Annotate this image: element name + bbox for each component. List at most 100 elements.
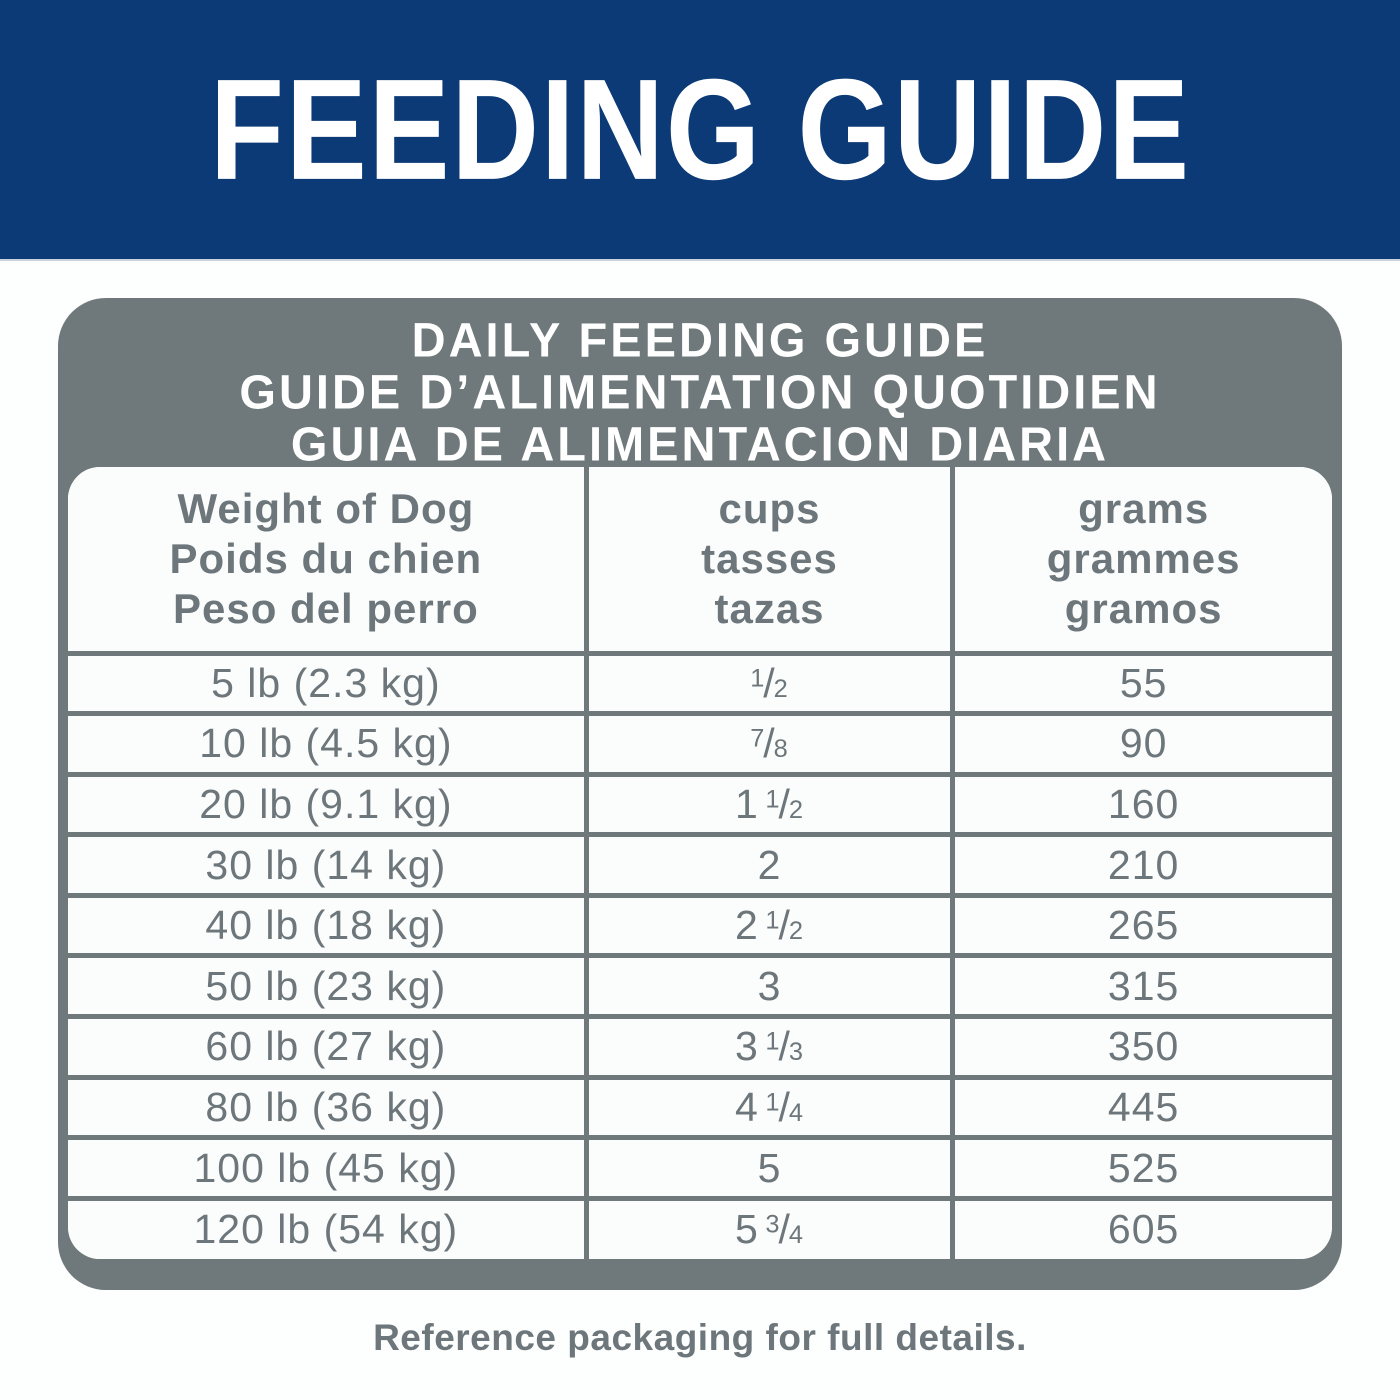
cups-fraction: 1/3 xyxy=(765,1023,804,1069)
cups-cell: 2 1/2 xyxy=(583,892,956,959)
feeding-guide-page: FEEDING GUIDE DAILY FEEDING GUIDE GUIDE … xyxy=(0,0,1400,1359)
fraction-numerator: 3 xyxy=(765,1210,781,1239)
column-header-weight: Weight of Dog Poids du chien Peso del pe… xyxy=(68,467,589,656)
weight-cell: 30 lb (14 kg) xyxy=(68,832,589,898)
feeding-table: Weight of Dog Poids du chien Peso del pe… xyxy=(68,467,1332,1259)
table-row: 20 lb (9.1 kg) 1 1/2 160 xyxy=(68,771,1332,838)
fraction-denominator: 8 xyxy=(773,735,789,764)
fraction-slash: / xyxy=(778,1023,791,1070)
weight-cell: 5 lb (2.3 kg) xyxy=(68,650,589,717)
weight-cell: 40 lb (18 kg) xyxy=(68,892,589,959)
grams-cell: 90 xyxy=(950,711,1332,777)
fraction-denominator: 2 xyxy=(788,795,804,824)
fraction-numerator: 1 xyxy=(750,664,766,693)
cups-whole-number: 4 xyxy=(735,1083,759,1130)
header-row: Weight of Dog Poids du chien Peso del pe… xyxy=(68,467,1332,656)
column-header-cups-fr: tasses xyxy=(701,534,838,582)
column-header-cups-en: cups xyxy=(718,484,821,532)
daily-feeding-guide-panel: DAILY FEEDING GUIDE GUIDE D’ALIMENTATION… xyxy=(58,298,1342,1290)
column-header-grams-fr: grammes xyxy=(1046,534,1241,582)
cups-fraction: 3/4 xyxy=(765,1206,804,1252)
table-row: 40 lb (18 kg) 2 1/2 265 xyxy=(68,892,1332,959)
table-row: 10 lb (4.5 kg) 7/8 90 xyxy=(68,711,1332,777)
cups-whole-number: 5 xyxy=(735,1206,759,1253)
fraction-denominator: 3 xyxy=(788,1038,804,1067)
cups-whole-number: 2 xyxy=(735,902,759,949)
column-header-grams-en: grams xyxy=(1078,484,1210,532)
weight-cell: 20 lb (9.1 kg) xyxy=(68,771,589,838)
grams-cell: 55 xyxy=(950,650,1332,717)
fraction-slash: / xyxy=(763,720,776,767)
fraction-slash: / xyxy=(763,659,776,706)
fraction-numerator: 1 xyxy=(765,785,781,814)
cups-cell: 4 1/4 xyxy=(583,1074,956,1141)
panel-title: DAILY FEEDING GUIDE GUIDE D’ALIMENTATION… xyxy=(58,298,1342,471)
table-row: 100 lb (45 kg) 5 525 xyxy=(68,1135,1332,1201)
grams-cell: 210 xyxy=(950,832,1332,898)
cups-whole-number: 1 xyxy=(735,780,759,827)
page-title: FEEDING GUIDE xyxy=(209,49,1191,210)
fraction-numerator: 7 xyxy=(750,724,766,753)
cups-fraction: 1/2 xyxy=(750,660,789,706)
fraction-numerator: 1 xyxy=(765,906,781,935)
weight-cell: 100 lb (45 kg) xyxy=(68,1135,589,1201)
cups-fraction: 7/8 xyxy=(750,720,789,766)
table-row: 120 lb (54 kg) 5 3/4 605 xyxy=(68,1195,1332,1259)
table-row: 60 lb (27 kg) 3 1/3 350 xyxy=(68,1014,1332,1080)
table-row: 30 lb (14 kg) 2 210 xyxy=(68,832,1332,898)
cups-whole-number: 3 xyxy=(757,962,782,1009)
cups-whole-number: 5 xyxy=(757,1144,782,1191)
grams-cell: 605 xyxy=(950,1195,1332,1259)
footer-note: Reference packaging for full details. xyxy=(373,1317,1027,1358)
grams-cell: 265 xyxy=(950,892,1332,959)
column-header-weight-en: Weight of Dog xyxy=(177,484,475,532)
cups-cell: 5 xyxy=(583,1135,956,1201)
fraction-denominator: 2 xyxy=(788,917,804,946)
column-header-weight-fr: Poids du chien xyxy=(169,534,483,582)
fraction-denominator: 2 xyxy=(773,674,789,703)
weight-cell: 80 lb (36 kg) xyxy=(68,1074,589,1141)
fraction-denominator: 4 xyxy=(788,1221,804,1250)
weight-cell: 50 lb (23 kg) xyxy=(68,953,589,1020)
fraction-slash: / xyxy=(778,1083,791,1130)
fraction-numerator: 1 xyxy=(765,1088,781,1117)
feeding-table-body: 5 lb (2.3 kg) 1/2 55 10 lb (4.5 kg) 7/8 90 20 … xyxy=(68,650,1332,1259)
panel-title-line-spanish: GUIA DE ALIMENTACION DIARIA xyxy=(290,416,1110,471)
fraction-denominator: 4 xyxy=(788,1098,804,1127)
weight-cell: 120 lb (54 kg) xyxy=(68,1195,589,1259)
cups-cell: 2 xyxy=(583,832,956,898)
grams-cell: 525 xyxy=(950,1135,1332,1201)
cups-cell: 1/2 xyxy=(583,650,956,717)
feeding-table-wrapper: Weight of Dog Poids du chien Peso del pe… xyxy=(68,467,1332,1259)
column-header-grams-es: gramos xyxy=(1064,584,1223,632)
cups-fraction: 1/2 xyxy=(765,902,804,948)
fraction-slash: / xyxy=(778,902,791,949)
column-header-cups-es: tazas xyxy=(714,584,825,632)
weight-cell: 10 lb (4.5 kg) xyxy=(68,711,589,777)
panel-title-line-english: DAILY FEEDING GUIDE xyxy=(411,312,989,367)
cups-cell: 5 3/4 xyxy=(583,1195,956,1259)
cups-cell: 3 xyxy=(583,953,956,1020)
column-header-cups: cups tasses tazas xyxy=(583,467,956,656)
cups-cell: 7/8 xyxy=(583,711,956,777)
fraction-slash: / xyxy=(778,1206,791,1253)
table-row: 80 lb (36 kg) 4 1/4 445 xyxy=(68,1074,1332,1141)
fraction-slash: / xyxy=(778,780,791,827)
grams-cell: 350 xyxy=(950,1014,1332,1080)
cups-whole-number: 2 xyxy=(757,841,782,888)
grams-cell: 445 xyxy=(950,1074,1332,1141)
column-header-weight-es: Peso del perro xyxy=(172,584,479,632)
footer: Reference packaging for full details. xyxy=(0,1317,1400,1359)
cups-cell: 3 1/3 xyxy=(583,1014,956,1080)
cups-fraction: 1/4 xyxy=(765,1084,804,1130)
fraction-numerator: 1 xyxy=(765,1027,781,1056)
grams-cell: 160 xyxy=(950,771,1332,838)
grams-cell: 315 xyxy=(950,953,1332,1020)
column-header-grams: grams grammes gramos xyxy=(950,467,1332,656)
banner: FEEDING GUIDE xyxy=(0,0,1400,261)
cups-fraction: 1/2 xyxy=(765,781,804,827)
panel-title-line-french: GUIDE D’ALIMENTATION QUOTIDIEN xyxy=(239,364,1161,419)
cups-whole-number: 3 xyxy=(735,1023,759,1070)
table-row: 5 lb (2.3 kg) 1/2 55 xyxy=(68,650,1332,717)
weight-cell: 60 lb (27 kg) xyxy=(68,1014,589,1080)
